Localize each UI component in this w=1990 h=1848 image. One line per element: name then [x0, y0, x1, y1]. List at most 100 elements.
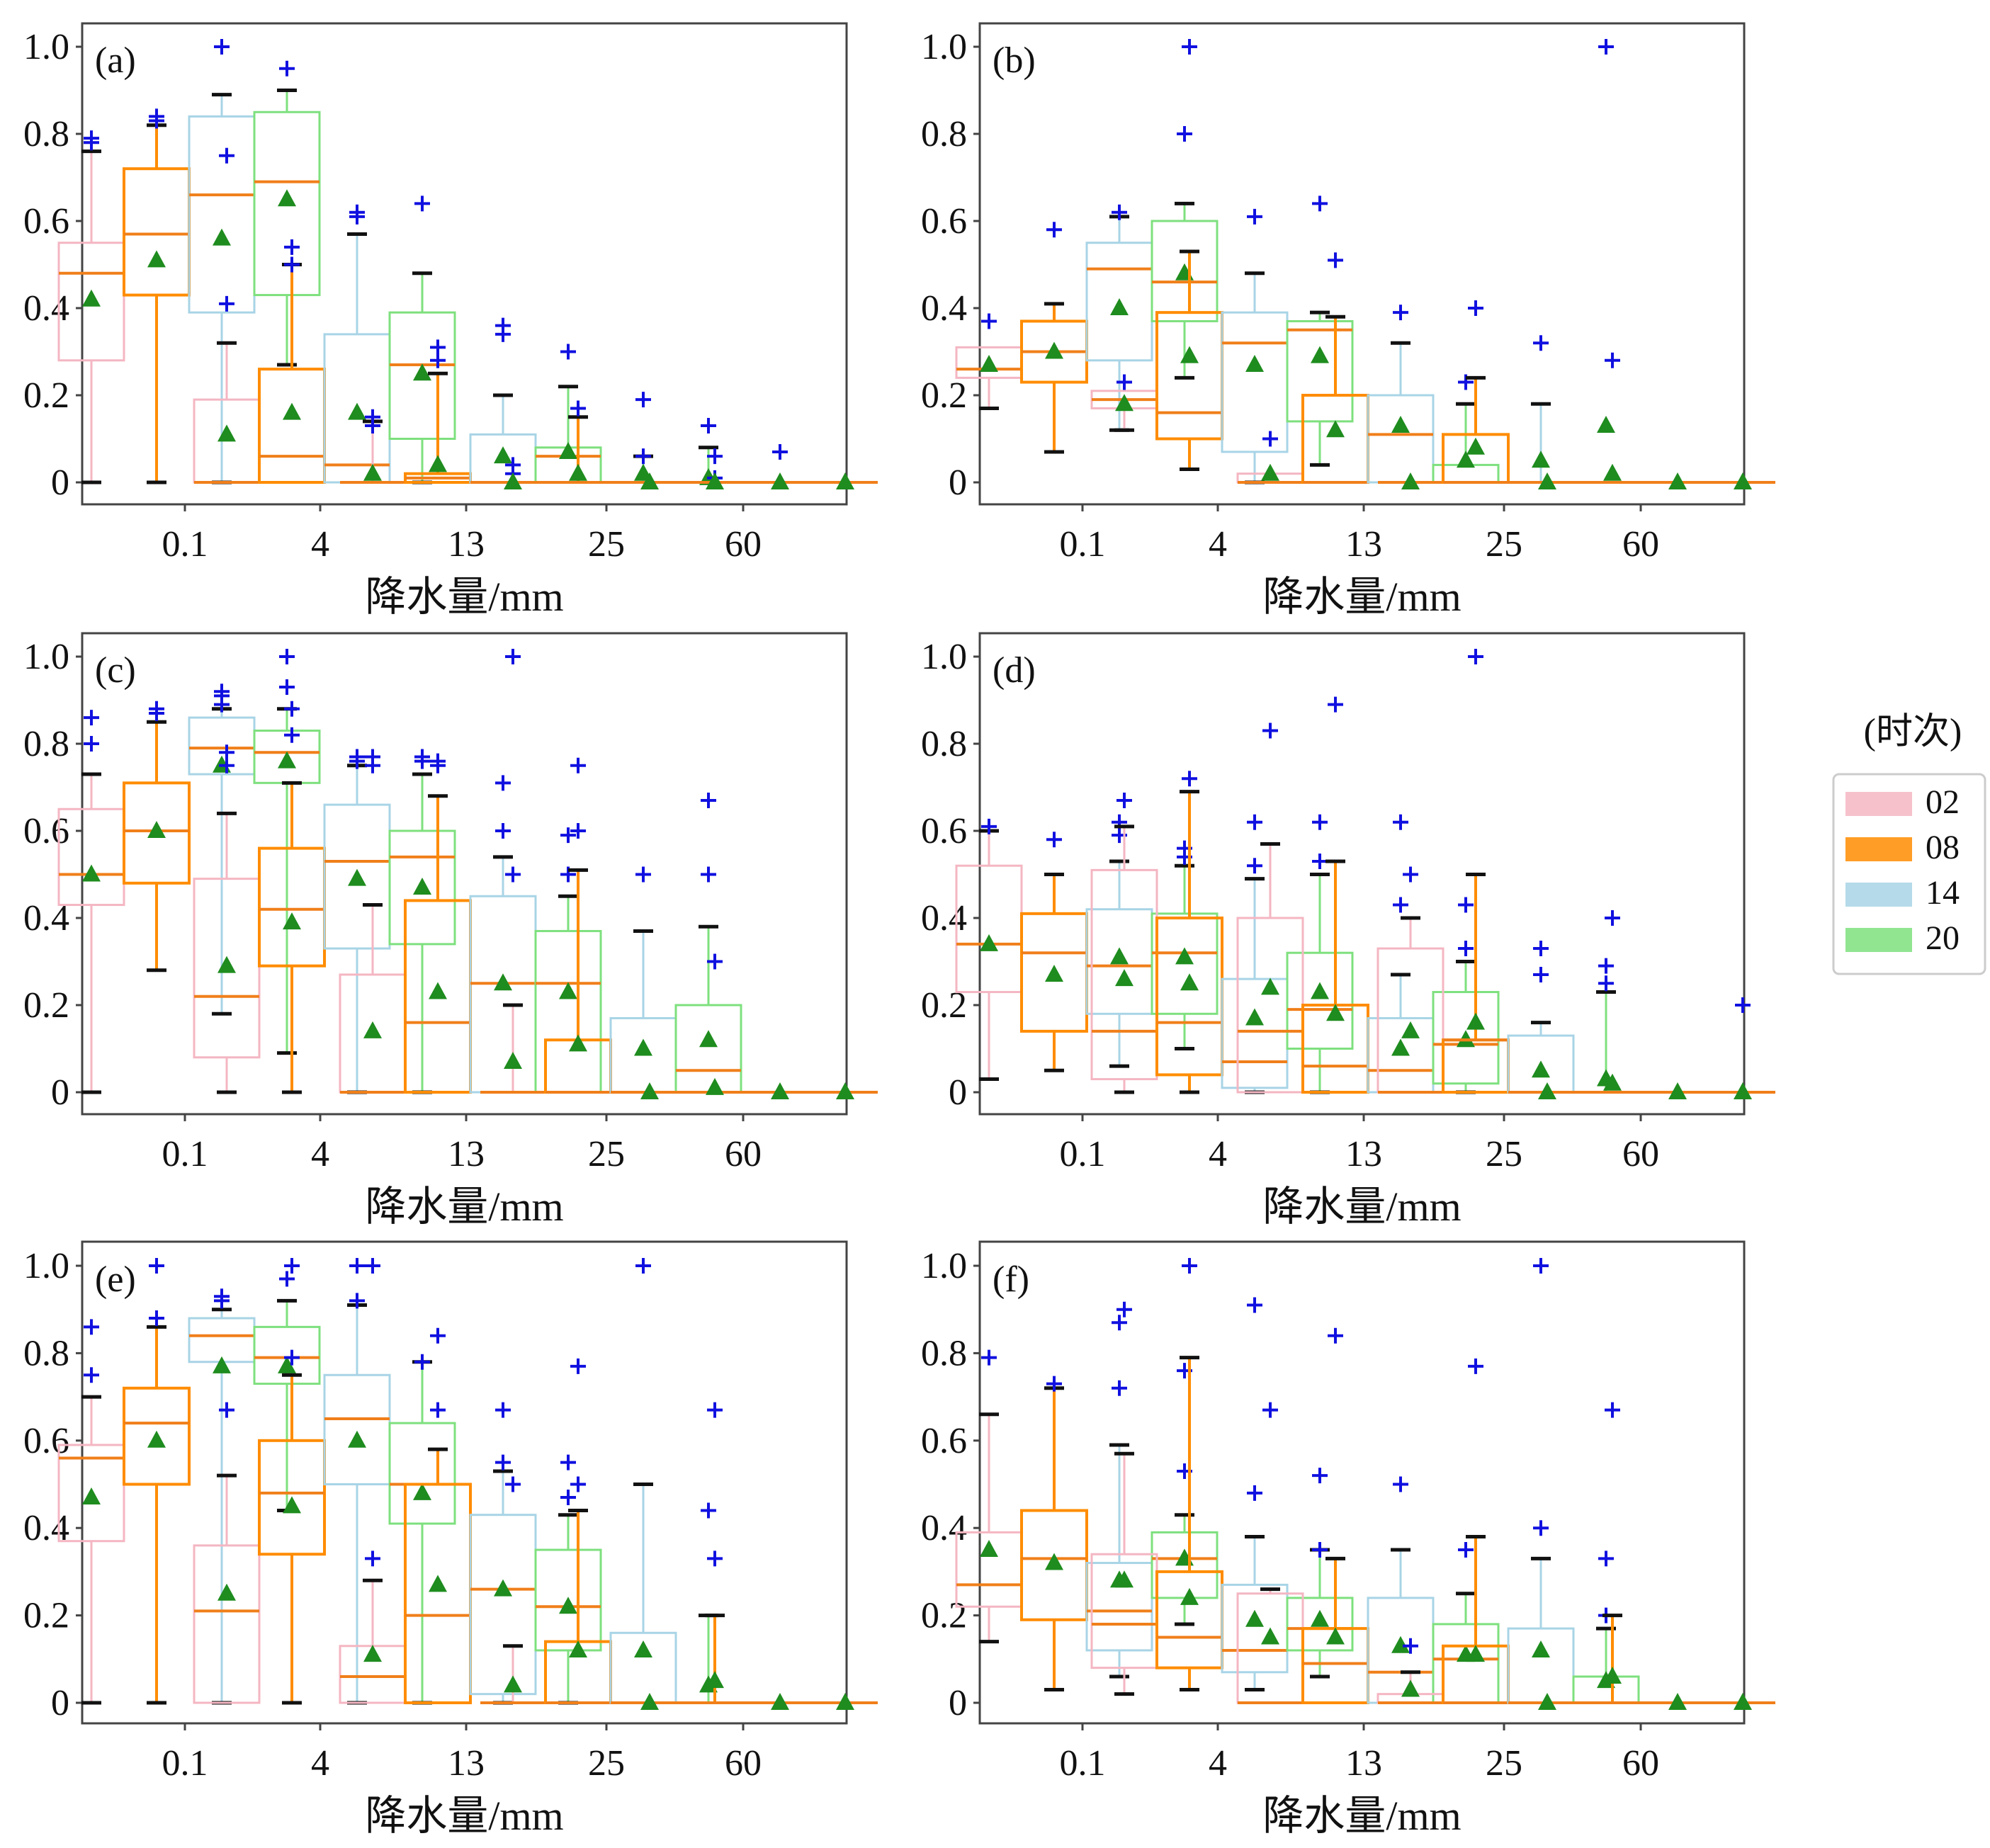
mean-marker	[213, 1356, 231, 1373]
outlier-marker	[505, 1476, 521, 1492]
mean-marker	[1532, 450, 1550, 468]
outlier-marker	[1312, 195, 1328, 212]
outlier-marker	[219, 1402, 234, 1418]
outlier-marker	[1312, 1542, 1328, 1558]
outlier-marker	[1598, 958, 1614, 974]
outlier-marker	[1046, 222, 1062, 238]
mean-marker	[559, 982, 577, 999]
x-axis-title: 降水量/mm	[1262, 1184, 1461, 1230]
outlier-marker	[570, 1476, 586, 1492]
mean-marker	[278, 189, 296, 207]
outlier-marker	[1328, 696, 1343, 713]
legend-label: 20	[1926, 919, 1960, 957]
mean-marker	[1734, 472, 1752, 489]
mean-marker	[278, 751, 296, 769]
outlier-marker	[84, 710, 99, 726]
mean-marker	[413, 877, 431, 895]
x-tick-label: 0.1	[1060, 1134, 1106, 1174]
outlier-marker	[495, 317, 511, 334]
x-tick-label: 60	[1622, 524, 1659, 565]
box	[1151, 912, 1219, 1015]
mean-marker	[147, 821, 166, 838]
mean-marker	[640, 1693, 659, 1710]
mean-marker	[1311, 1609, 1329, 1627]
box	[534, 1548, 602, 1652]
mean-marker	[278, 1356, 296, 1373]
y-tick-label: 0.8	[921, 1333, 967, 1373]
axes-frame	[81, 1240, 848, 1725]
outlier-marker	[1116, 374, 1132, 390]
mean-marker	[634, 1038, 652, 1056]
mean-marker	[494, 446, 512, 464]
mean-marker	[1261, 977, 1279, 995]
x-tick-label: 25	[1486, 524, 1522, 565]
box	[57, 1444, 125, 1543]
mean-marker	[363, 1645, 382, 1662]
mean-marker	[1603, 1666, 1622, 1684]
outlier-marker	[1116, 792, 1132, 808]
box	[1151, 220, 1219, 322]
outlier-marker	[279, 649, 295, 664]
outlier-marker	[1598, 39, 1614, 55]
outlier-marker	[1458, 897, 1474, 913]
outlier-marker	[284, 1349, 300, 1366]
mean-marker	[494, 973, 512, 991]
mean-marker	[1045, 964, 1063, 982]
outlier-marker	[349, 204, 365, 220]
mean-marker	[429, 1575, 447, 1592]
mean-marker	[1734, 1082, 1752, 1099]
outlier-marker	[505, 457, 521, 473]
outlier-marker	[635, 392, 651, 408]
box	[1432, 991, 1500, 1085]
panel-label: (c)	[95, 650, 136, 691]
mean-marker	[283, 1496, 301, 1514]
panel-label: (b)	[993, 40, 1036, 81]
outlier-marker	[570, 1358, 586, 1374]
outlier-marker	[1598, 1551, 1614, 1567]
outlier-marker	[1468, 649, 1483, 664]
outlier-marker	[1046, 1376, 1062, 1392]
mean-marker	[1401, 1679, 1420, 1697]
outlier-marker	[1605, 910, 1620, 926]
mean-marker	[1457, 450, 1475, 468]
mean-marker	[363, 1021, 382, 1038]
axes-frame	[81, 632, 848, 1116]
mean-marker	[559, 1597, 577, 1614]
x-tick-label: 0.1	[162, 1134, 208, 1174]
mean-marker	[1603, 463, 1622, 481]
outlier-marker	[284, 701, 300, 717]
outlier-marker	[570, 400, 586, 416]
mean-marker	[429, 455, 447, 472]
mean-marker	[504, 472, 522, 489]
mean-marker	[1391, 416, 1410, 433]
mean-marker	[1668, 1082, 1687, 1099]
outlier-marker	[981, 313, 997, 329]
outlier-marker	[365, 1258, 380, 1274]
y-tick-label: 0.6	[23, 201, 69, 242]
mean-marker	[147, 250, 166, 268]
outlier-marker	[1328, 252, 1343, 268]
mean-marker	[147, 1430, 166, 1448]
panel: 0 0.2 0.4 0.6 0.8 1.0 0.1 4 13 25 60 降水量/mm (e)	[23, 1240, 878, 1839]
outlier-marker	[1182, 771, 1197, 787]
x-axis-title: 降水量/mm	[1262, 1793, 1461, 1839]
y-tick-label: 0.4	[921, 898, 967, 939]
mean-marker	[980, 354, 998, 372]
x-axis-title: 降水量/mm	[365, 1184, 563, 1230]
mean-marker	[1603, 1073, 1622, 1091]
mean-marker	[1311, 982, 1329, 999]
mean-marker	[706, 1077, 724, 1095]
x-tick-label: 0.1	[1060, 1743, 1106, 1784]
outlier-marker	[1598, 975, 1614, 992]
mean-marker	[82, 1487, 101, 1505]
outlier-marker	[701, 866, 716, 883]
outlier-marker	[349, 1258, 365, 1274]
outlier-marker	[1247, 1297, 1262, 1313]
outlier-marker	[1533, 966, 1549, 982]
outlier-marker	[430, 352, 446, 368]
axes-frame	[978, 22, 1746, 506]
mean-marker	[640, 472, 659, 489]
panel: 0 0.2 0.4 0.6 0.8 1.0 0.1 4 13 25 60 降水量/mm (a)	[23, 22, 878, 620]
mean-marker	[1326, 1004, 1345, 1021]
